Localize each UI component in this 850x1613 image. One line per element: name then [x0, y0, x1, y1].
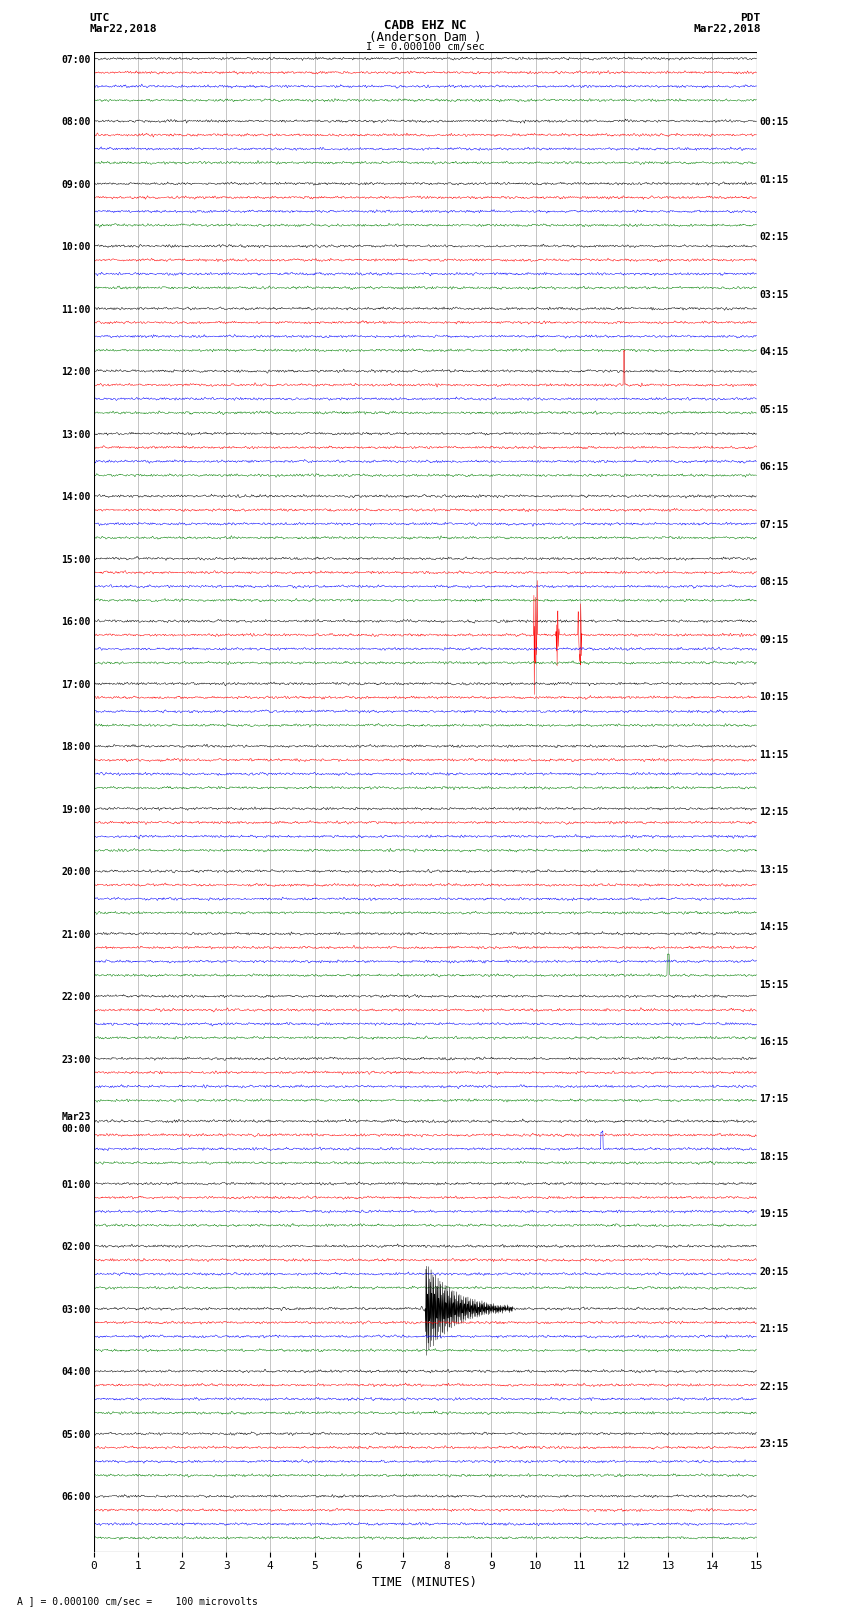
Text: Mar22,2018: Mar22,2018 — [89, 24, 156, 34]
Text: I = 0.000100 cm/sec: I = 0.000100 cm/sec — [366, 42, 484, 52]
X-axis label: TIME (MINUTES): TIME (MINUTES) — [372, 1576, 478, 1589]
Text: A ] = 0.000100 cm/sec =    100 microvolts: A ] = 0.000100 cm/sec = 100 microvolts — [17, 1597, 258, 1607]
Text: CADB EHZ NC: CADB EHZ NC — [383, 19, 467, 32]
Text: PDT: PDT — [740, 13, 761, 23]
Text: (Anderson Dam ): (Anderson Dam ) — [369, 31, 481, 44]
Text: Mar22,2018: Mar22,2018 — [694, 24, 761, 34]
Text: UTC: UTC — [89, 13, 110, 23]
